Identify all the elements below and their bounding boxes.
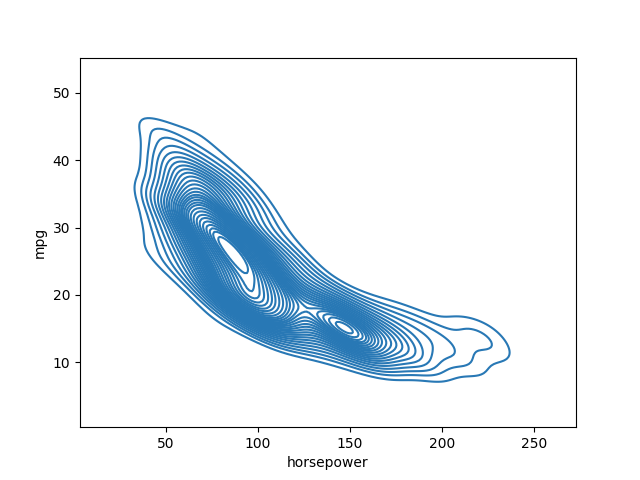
Point — [68, 426, 79, 433]
Point — [68, 426, 79, 433]
Point — [68, 426, 79, 433]
Point — [68, 426, 79, 433]
Point — [68, 426, 79, 433]
Point — [68, 426, 79, 433]
Point — [68, 426, 79, 433]
Point — [68, 426, 79, 433]
Point — [68, 426, 79, 433]
Point — [68, 426, 79, 433]
Point — [68, 426, 79, 433]
Point — [68, 426, 79, 433]
Point — [68, 426, 79, 433]
Point — [68, 426, 79, 433]
Point — [68, 426, 79, 433]
Point — [68, 426, 79, 433]
Point — [68, 426, 79, 433]
Point — [68, 426, 79, 433]
Point — [68, 426, 79, 433]
Y-axis label: mpg: mpg — [33, 227, 47, 258]
Point — [68, 426, 79, 433]
Point — [68, 426, 79, 433]
Point — [68, 426, 79, 433]
Point — [68, 426, 79, 433]
Point — [68, 426, 79, 433]
X-axis label: horsepower: horsepower — [287, 456, 369, 470]
Point — [68, 426, 79, 433]
Point — [68, 426, 79, 433]
Point — [68, 426, 79, 433]
Point — [68, 426, 79, 433]
Point — [68, 426, 79, 433]
Point — [68, 426, 79, 433]
